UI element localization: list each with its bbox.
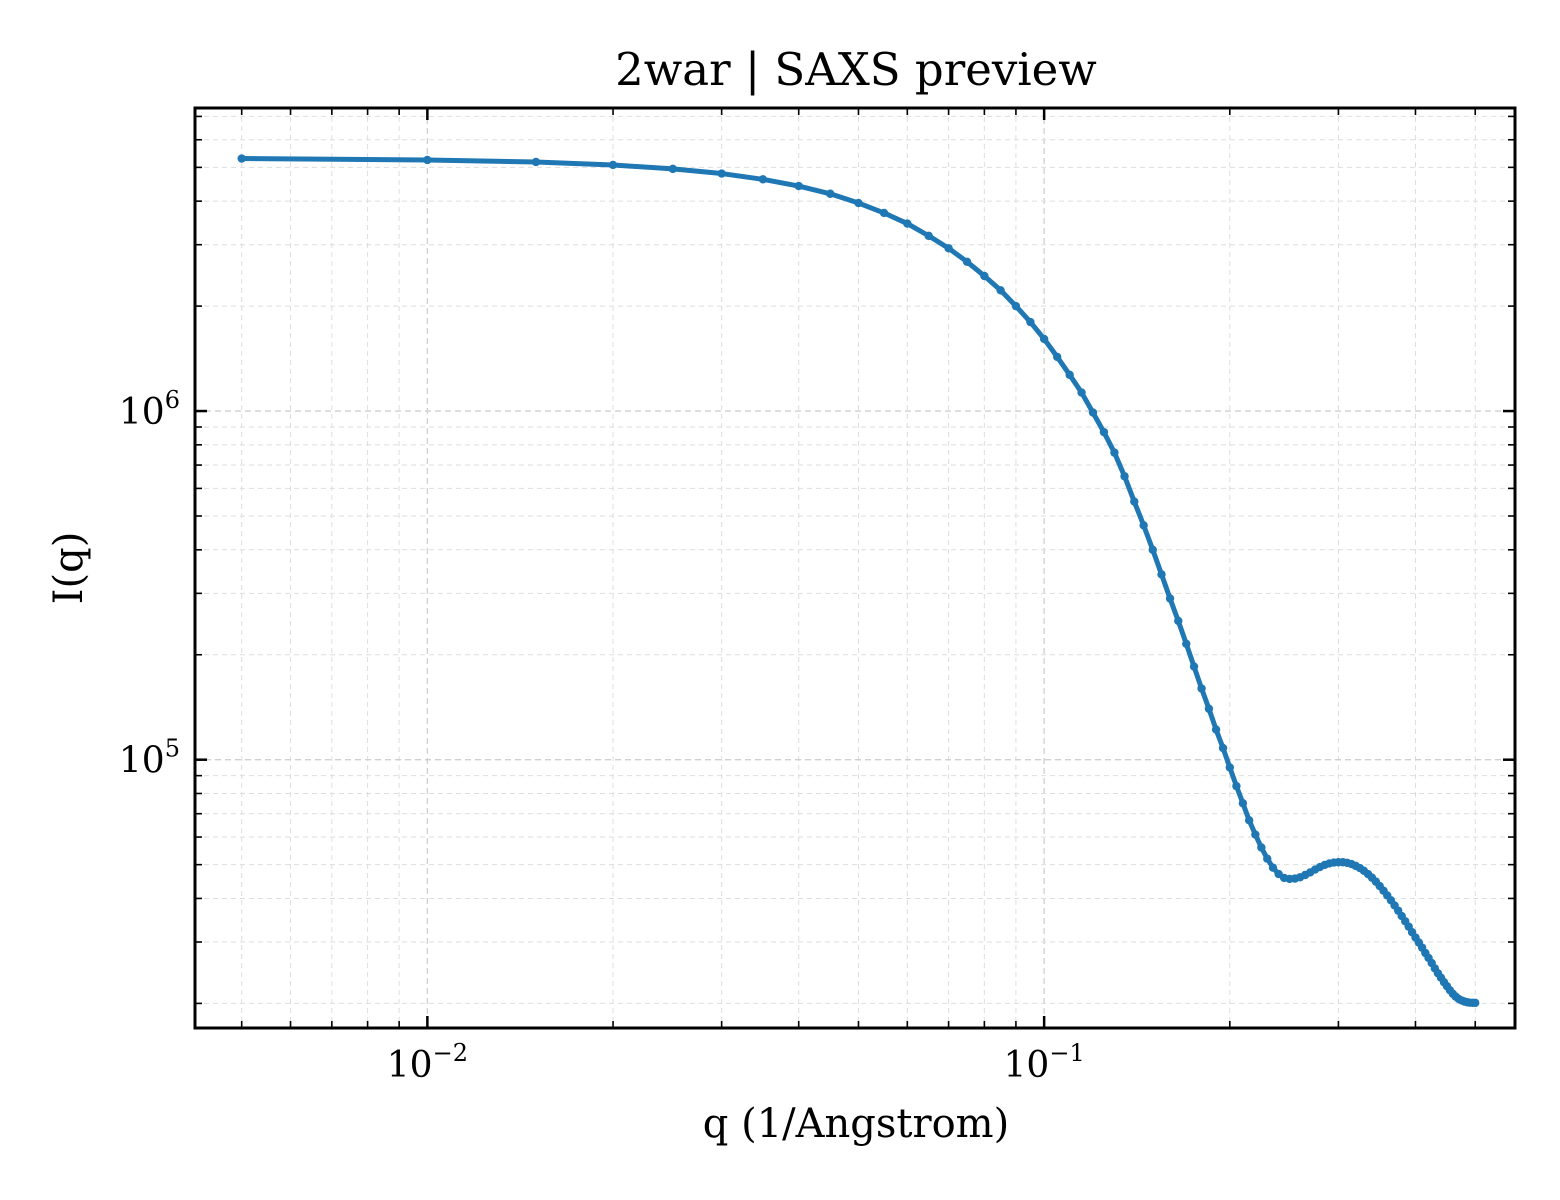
data-point bbox=[1232, 781, 1241, 791]
data-point bbox=[1053, 352, 1062, 362]
data-point bbox=[1026, 317, 1035, 327]
data-point bbox=[1157, 570, 1166, 579]
data-point bbox=[1204, 704, 1214, 713]
data-point bbox=[668, 164, 678, 174]
data-point bbox=[826, 189, 835, 198]
data-point bbox=[1148, 545, 1157, 554]
data-point bbox=[1189, 662, 1199, 671]
data-point bbox=[1065, 370, 1074, 380]
data-point bbox=[608, 160, 618, 170]
data-point bbox=[1244, 816, 1254, 825]
data-point bbox=[1039, 334, 1049, 344]
data-point bbox=[1077, 388, 1086, 397]
data-point bbox=[1110, 448, 1119, 457]
y-tick-label: 106 bbox=[119, 386, 180, 433]
data-point bbox=[1165, 594, 1175, 603]
data-point bbox=[758, 175, 768, 184]
data-point bbox=[1251, 830, 1260, 839]
x-tick-label: 10−1 bbox=[1004, 1039, 1085, 1086]
data-point bbox=[1011, 301, 1021, 311]
plot-frame bbox=[193, 106, 1517, 1030]
data-point bbox=[1174, 616, 1183, 626]
x-tick-label: 10−2 bbox=[387, 1039, 468, 1086]
data-point bbox=[1268, 863, 1278, 872]
x-axis-label: q (1/Angstrom) bbox=[703, 1101, 1009, 1147]
data-point bbox=[1088, 408, 1098, 417]
data-point bbox=[903, 219, 912, 228]
data-point bbox=[717, 169, 726, 178]
data-point bbox=[423, 155, 432, 165]
data-point bbox=[1211, 725, 1221, 734]
y-tick-label: 105 bbox=[119, 735, 180, 782]
data-point bbox=[854, 198, 863, 208]
data-point bbox=[1218, 743, 1228, 753]
data-point bbox=[1130, 497, 1139, 506]
tick-labels: 10−2 10−1 105 106 bbox=[119, 386, 1085, 1086]
data-point bbox=[237, 154, 246, 163]
data-point bbox=[1099, 427, 1109, 437]
data-point bbox=[1197, 684, 1206, 693]
y-axis-label: I(q) bbox=[46, 532, 92, 605]
data-point bbox=[1471, 998, 1480, 1008]
data-point bbox=[1120, 472, 1129, 481]
data-point bbox=[1257, 843, 1266, 852]
data-point bbox=[1238, 799, 1248, 808]
data-point bbox=[1225, 763, 1235, 772]
axis-ticks bbox=[195, 108, 1515, 1028]
data-point bbox=[962, 257, 972, 266]
series-group bbox=[237, 154, 1480, 1008]
data-point bbox=[980, 271, 989, 281]
data-point bbox=[1182, 639, 1191, 648]
data-point bbox=[794, 181, 803, 191]
data-point bbox=[944, 244, 953, 253]
data-point bbox=[1139, 521, 1148, 530]
data-point bbox=[924, 231, 933, 241]
data-point bbox=[879, 208, 889, 218]
data-point bbox=[996, 286, 1005, 295]
data-point bbox=[1263, 854, 1272, 863]
grid-lines bbox=[195, 108, 1515, 1028]
chart-title: 2war | SAXS preview bbox=[615, 43, 1097, 96]
data-point bbox=[531, 157, 541, 167]
